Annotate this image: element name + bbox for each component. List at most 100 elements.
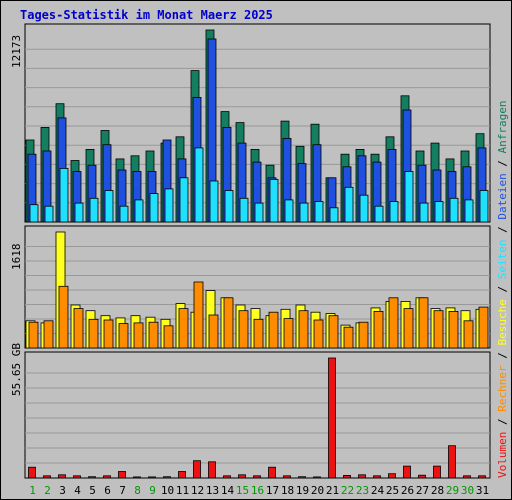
legend-separator: / [496, 153, 509, 173]
x-tick-label-day-22: 22 [341, 484, 354, 497]
x-tick-label-day-6: 6 [104, 484, 111, 497]
bar-volume-day-21 [328, 357, 336, 479]
bar-volume-day-8 [133, 476, 141, 479]
bar-pages-day-22 [344, 186, 354, 223]
x-tick-label-day-4: 4 [74, 484, 81, 497]
bar-pages-day-17 [269, 178, 279, 223]
bar-pages-day-3 [59, 167, 69, 223]
x-tick-label-day-26: 26 [401, 484, 414, 497]
bar-volume-day-14 [223, 475, 231, 479]
bar-pages-day-12 [194, 147, 204, 223]
legend-entry-files: Dateien [496, 173, 509, 219]
bar-volume-day-1 [28, 466, 36, 479]
bar-pages-day-19 [299, 202, 309, 223]
panel-hits-files-pages: 12173 [10, 23, 491, 223]
x-tick-label-day-17: 17 [266, 484, 279, 497]
chart-title: Tages-Statistik im Monat Maerz 2025 [20, 8, 273, 22]
bar-volume-day-11 [178, 471, 186, 479]
bar-pages-day-14 [224, 190, 234, 223]
bar-sites-day-4 [73, 308, 84, 349]
bar-sites-day-29 [448, 310, 459, 349]
bar-pages-day-11 [179, 177, 189, 223]
bar-volume-day-28 [433, 465, 441, 479]
bar-volume-day-4 [73, 475, 81, 479]
x-tick-label-day-8: 8 [134, 484, 141, 497]
bar-sites-day-9 [148, 321, 159, 349]
panel-volume: 55.65 GB [10, 343, 491, 479]
bar-pages-day-6 [104, 190, 114, 223]
bar-volume-day-26 [403, 465, 411, 479]
bar-pages-day-27 [419, 202, 429, 223]
bar-sites-day-24 [373, 310, 384, 349]
bar-sites-day-25 [388, 297, 399, 349]
x-tick-label-day-19: 19 [296, 484, 309, 497]
x-tick-label-day-28: 28 [431, 484, 444, 497]
legend-entry-visits: Besuche [496, 299, 509, 345]
bar-sites-day-15 [238, 310, 249, 349]
bar-volume-day-10 [163, 476, 171, 479]
bar-volume-day-30 [463, 475, 471, 479]
bar-pages-day-24 [374, 205, 384, 223]
bar-volume-day-29 [448, 445, 456, 479]
bar-pages-day-5 [89, 197, 99, 223]
x-tick-label-day-18: 18 [281, 484, 294, 497]
bar-volume-day-2 [43, 475, 51, 479]
bar-pages-day-9 [149, 193, 159, 223]
x-tick-label-day-16: 16 [251, 484, 264, 497]
x-tick-label-day-2: 2 [44, 484, 51, 497]
bar-volume-day-18 [283, 475, 291, 479]
legend-entry-volume: Volumen [496, 432, 509, 478]
bar-sites-day-7 [118, 323, 129, 349]
bar-volume-day-6 [103, 475, 111, 479]
x-tick-label-day-25: 25 [386, 484, 399, 497]
bar-volume-day-3 [58, 474, 66, 479]
bar-pages-day-18 [284, 199, 294, 223]
bar-sites-day-3 [58, 285, 69, 349]
x-tick-label-day-31: 31 [476, 484, 489, 497]
y-max-label-hits-files-pages: 12173 [10, 35, 23, 68]
bar-sites-day-21 [328, 315, 339, 349]
chart-legend: Volumen / Rechner / Besuche / Seiten / D… [496, 100, 509, 478]
y-max-label-visits-sites: 1618 [10, 244, 23, 271]
bar-sites-day-20 [313, 319, 324, 349]
bar-pages-day-26 [404, 171, 414, 223]
bar-sites-day-11 [178, 308, 189, 349]
bar-volume-day-25 [388, 473, 396, 479]
bar-volume-day-19 [298, 476, 306, 479]
bar-volume-day-5 [88, 476, 96, 479]
legend-separator: / [496, 220, 509, 240]
bar-sites-day-30 [463, 320, 474, 349]
bar-sites-day-8 [133, 322, 144, 349]
x-tick-label-day-13: 13 [206, 484, 219, 497]
bar-volume-day-24 [373, 475, 381, 479]
bar-sites-day-23 [358, 321, 369, 349]
x-tick-label-day-15: 15 [236, 484, 249, 497]
bar-volume-day-27 [418, 474, 426, 479]
bar-pages-day-21 [329, 207, 339, 223]
bar-volume-day-9 [148, 476, 156, 479]
bar-pages-day-10 [164, 188, 174, 223]
bar-volume-day-13 [208, 461, 216, 479]
bar-pages-day-31 [479, 190, 489, 223]
legend-entry-pages: Seiten [496, 240, 509, 280]
bar-volume-day-12 [193, 460, 201, 479]
x-tick-label-day-23: 23 [356, 484, 369, 497]
bar-pages-day-28 [434, 201, 444, 223]
bar-pages-day-29 [449, 197, 459, 223]
bar-volume-day-31 [478, 475, 486, 479]
x-tick-label-day-9: 9 [149, 484, 156, 497]
bar-sites-day-31 [478, 306, 489, 349]
x-tick-label-day-14: 14 [221, 484, 235, 497]
bar-sites-day-26 [403, 308, 414, 349]
bar-sites-day-19 [298, 310, 309, 349]
bar-sites-day-28 [433, 310, 444, 349]
x-tick-label-day-21: 21 [326, 484, 339, 497]
bar-sites-day-13 [208, 314, 219, 349]
panel-visits-sites: 1618 [10, 225, 491, 349]
bar-pages-day-4 [74, 202, 84, 223]
bar-pages-day-2 [44, 205, 54, 223]
legend-entry-hits: Anfragen [496, 100, 509, 153]
bar-sites-day-6 [103, 319, 114, 349]
x-tick-label-day-27: 27 [416, 484, 429, 497]
